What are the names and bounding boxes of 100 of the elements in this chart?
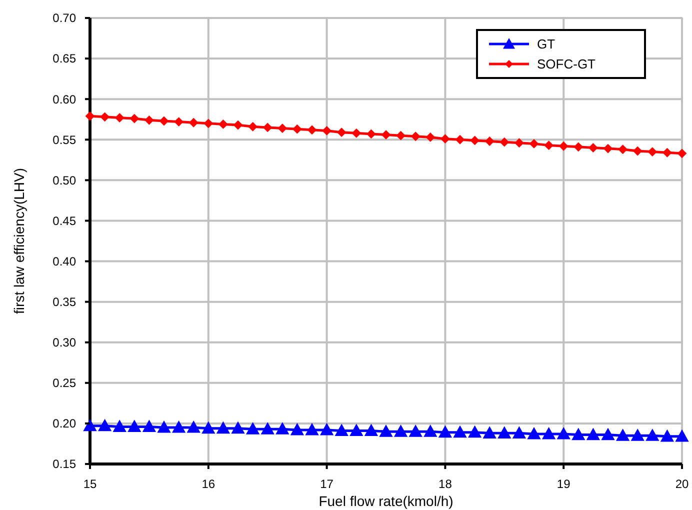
point <box>278 124 287 133</box>
point <box>308 125 316 134</box>
point <box>380 425 392 437</box>
point <box>366 129 376 138</box>
point <box>263 122 272 132</box>
point <box>248 122 258 132</box>
point <box>352 128 361 138</box>
y-tick-label: 0.25 <box>52 376 76 390</box>
point <box>557 427 570 440</box>
y-tick-label: 0.40 <box>52 254 76 268</box>
y-tick-label: 0.60 <box>52 92 76 106</box>
point <box>174 117 184 126</box>
point <box>544 140 554 150</box>
point <box>320 423 334 436</box>
point <box>498 426 511 438</box>
y-tick-label: 0.45 <box>52 214 76 228</box>
point <box>604 144 612 154</box>
point <box>144 116 154 125</box>
point <box>438 426 452 438</box>
point <box>528 427 540 440</box>
point <box>678 148 686 158</box>
point <box>514 138 524 148</box>
point <box>572 428 585 440</box>
point <box>382 130 390 140</box>
point <box>483 426 496 438</box>
x-tick-label: 18 <box>438 477 452 491</box>
point <box>456 135 464 144</box>
point <box>618 144 628 154</box>
point <box>512 426 526 438</box>
x-tick-label: 15 <box>83 477 97 491</box>
point <box>172 421 186 433</box>
y-tick-label: 0.30 <box>52 336 76 350</box>
point <box>322 126 332 136</box>
y-tick-label: 0.70 <box>52 11 76 26</box>
point <box>187 421 200 433</box>
point <box>426 132 435 142</box>
y-tick-label: 0.20 <box>52 416 76 431</box>
point <box>440 134 450 144</box>
point <box>500 138 509 147</box>
x-tick-label: 16 <box>202 477 216 491</box>
point <box>337 128 346 137</box>
point <box>470 136 480 145</box>
point <box>84 419 96 432</box>
point <box>631 429 644 441</box>
y-tick-label: 0.35 <box>52 295 76 310</box>
point <box>234 120 242 130</box>
y-tick-label: 0.50 <box>52 173 76 188</box>
point <box>158 421 170 433</box>
point <box>216 422 230 434</box>
point <box>662 148 672 158</box>
x-tick-label: 20 <box>675 477 689 491</box>
point <box>660 430 674 442</box>
point <box>676 430 688 442</box>
y-tick-label: 0.15 <box>52 457 76 472</box>
point <box>189 118 198 128</box>
point <box>292 124 302 134</box>
point <box>485 136 494 146</box>
point <box>142 420 156 432</box>
x-axis-title: Fuel flow rate(kmol/h) <box>318 493 454 509</box>
point <box>396 131 406 140</box>
point <box>113 420 126 432</box>
point <box>290 423 304 436</box>
point <box>218 120 228 129</box>
point <box>86 112 94 121</box>
point <box>542 427 556 440</box>
legend-label: GT <box>537 36 556 52</box>
point <box>559 142 568 151</box>
y-tick-label: 0.55 <box>52 132 76 147</box>
point <box>574 142 583 152</box>
point <box>98 419 112 432</box>
point <box>350 424 363 436</box>
point <box>130 114 139 124</box>
point <box>454 426 466 438</box>
point <box>602 428 614 440</box>
y-tick-label: 0.65 <box>52 52 76 66</box>
point <box>306 423 318 436</box>
point <box>394 425 408 437</box>
point <box>335 424 348 436</box>
point <box>648 147 657 156</box>
point <box>202 422 215 434</box>
point <box>100 112 110 122</box>
legend-label: SOFC-GT <box>537 56 596 72</box>
point <box>160 116 168 126</box>
point <box>530 139 538 148</box>
point <box>586 428 600 440</box>
point <box>204 118 213 128</box>
point <box>616 429 630 441</box>
point <box>646 429 659 441</box>
point <box>588 143 598 152</box>
point <box>633 146 642 156</box>
point <box>409 425 422 437</box>
point <box>276 422 289 434</box>
point <box>128 420 141 432</box>
point <box>364 424 378 436</box>
point <box>246 422 260 434</box>
point <box>261 422 274 434</box>
point <box>411 132 420 141</box>
point <box>468 426 482 438</box>
point <box>424 425 437 437</box>
x-tick-label: 19 <box>556 477 571 491</box>
